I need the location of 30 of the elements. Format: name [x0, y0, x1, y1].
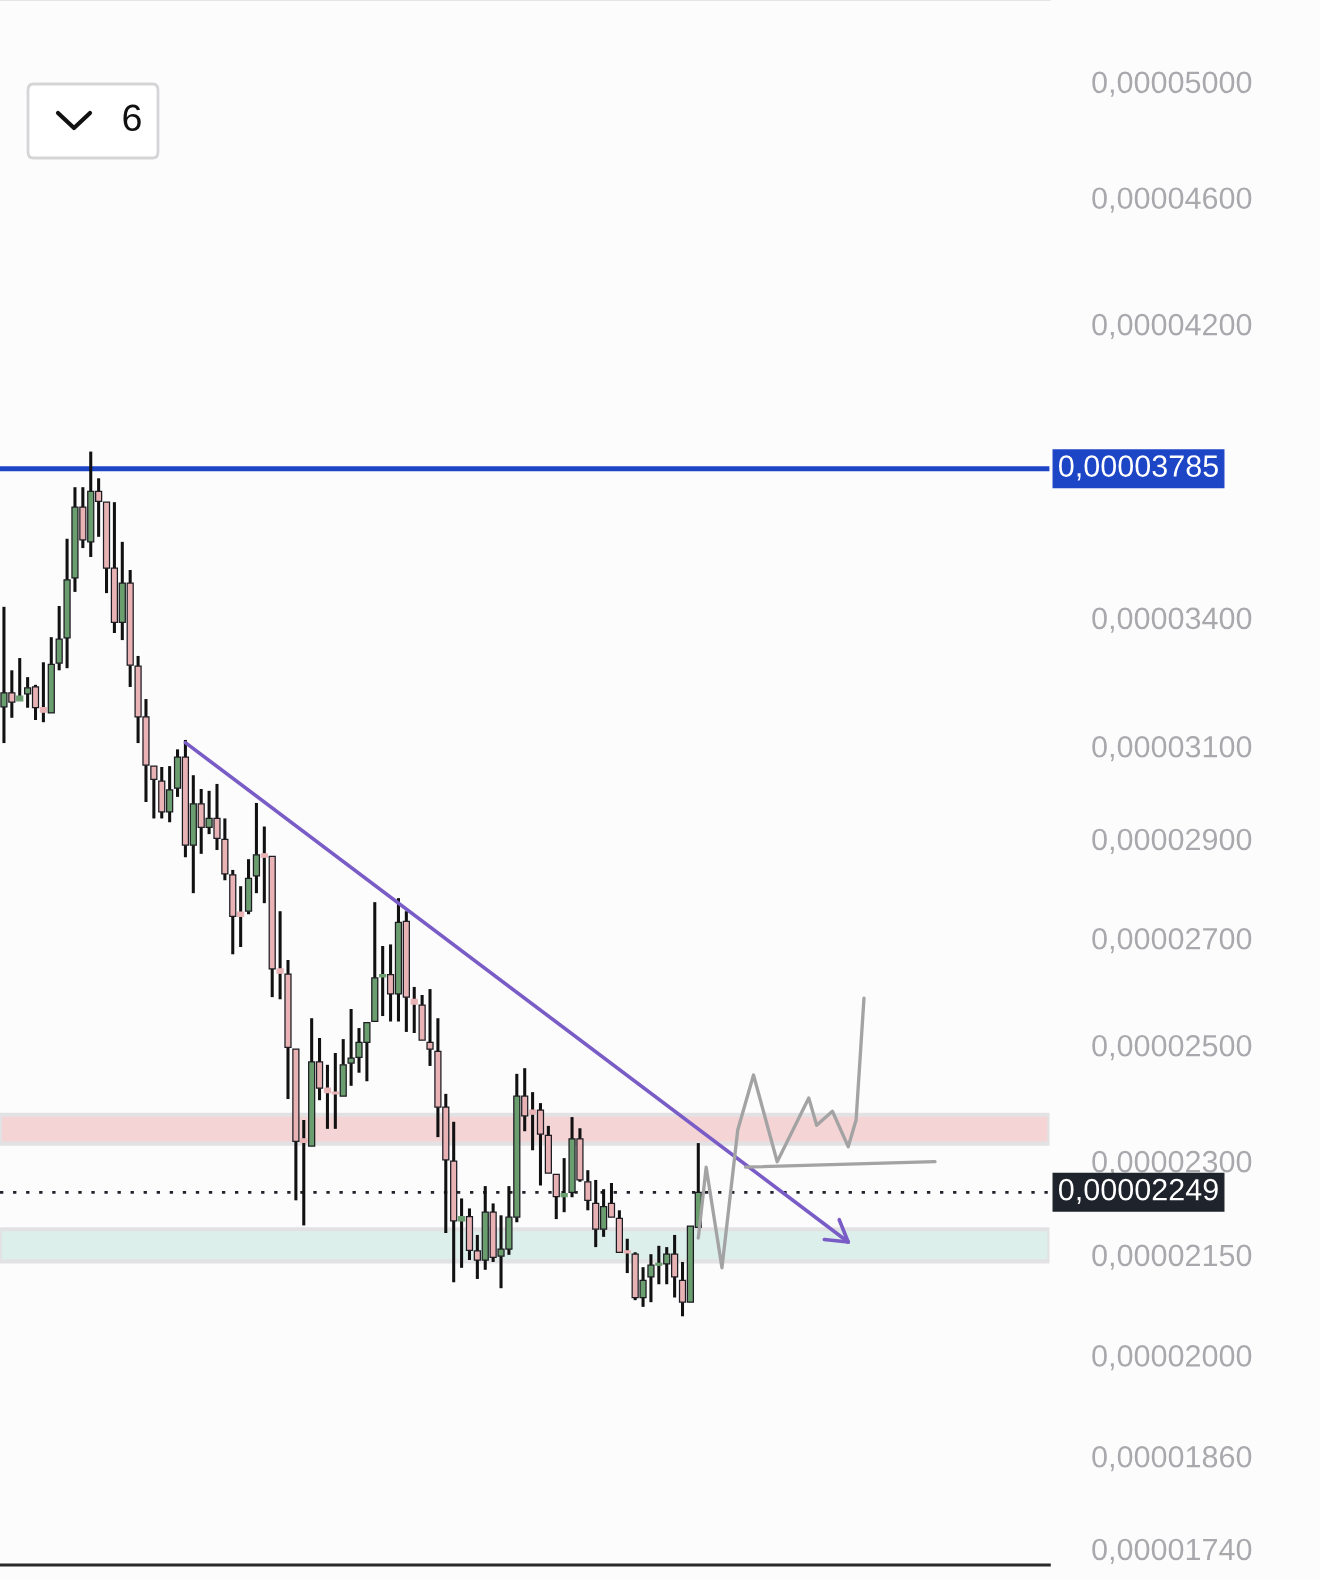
- candlestick: [252, 801, 261, 895]
- line-series: [696, 996, 866, 1270]
- candlestick: [339, 1039, 347, 1097]
- y-tick-label: 0,00004600: [1092, 187, 1252, 213]
- candlestick: [457, 1198, 466, 1268]
- candlestick: [584, 1170, 592, 1211]
- ref-line-label: 0,00002249: [1058, 1178, 1218, 1205]
- candlestick: [544, 1124, 552, 1174]
- candlestick: [284, 960, 292, 1101]
- y-tick-label: 0,00002150: [1092, 1244, 1252, 1270]
- candlestick: [426, 989, 434, 1066]
- y-tick-label: 0,00003400: [1092, 607, 1252, 633]
- y-tick-label: 0,00004200: [1092, 313, 1252, 340]
- y-tick-label: 0,00002000: [1092, 1345, 1252, 1371]
- candlestick: [560, 1158, 568, 1214]
- candlestick: [16, 658, 24, 702]
- y-tick-label: 0,00005000: [1092, 71, 1252, 97]
- y-tick-label: 0,00001860: [1092, 1445, 1252, 1472]
- candlestick: [63, 538, 71, 670]
- candlestick: [418, 994, 426, 1041]
- candlestick: [47, 637, 55, 714]
- y-tick-label: 0,00002500: [1092, 1034, 1252, 1061]
- y-tick-label: 0,00001740: [1092, 1538, 1252, 1564]
- ref-line-label: 0,00003785: [1058, 455, 1218, 481]
- y-tick-label: 0,00002700: [1092, 927, 1252, 954]
- y-tick-label: 0,00003100: [1092, 735, 1252, 762]
- y-tick-label: 0,00002300: [1092, 1150, 1252, 1177]
- y-tick-label: 0,00002900: [1092, 828, 1252, 854]
- candlestick: [410, 985, 418, 1034]
- annotation: 6: [123, 104, 141, 132]
